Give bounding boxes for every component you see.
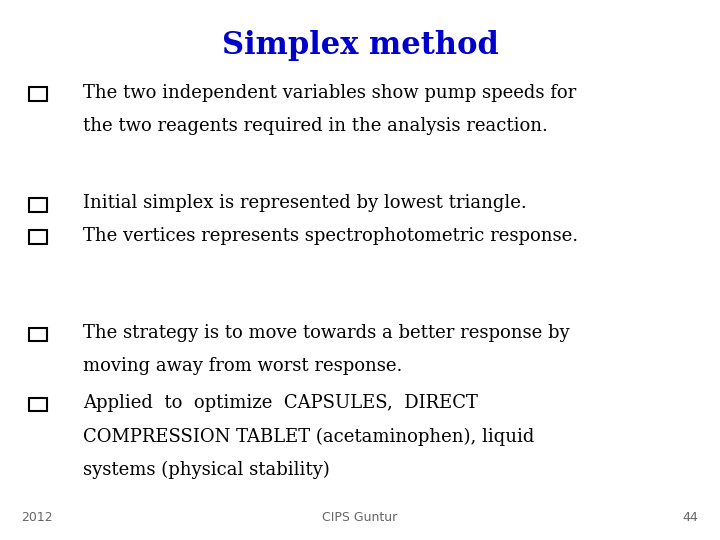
Text: Initial simplex is represented by lowest triangle.: Initial simplex is represented by lowest…: [83, 194, 526, 212]
Text: The two independent variables show pump speeds for: The two independent variables show pump …: [83, 84, 576, 102]
Text: Simplex method: Simplex method: [222, 30, 498, 60]
Text: CIPS Guntur: CIPS Guntur: [323, 511, 397, 524]
Text: systems (physical stability): systems (physical stability): [83, 461, 330, 480]
Text: 2012: 2012: [22, 511, 53, 524]
Text: COMPRESSION TABLET (acetaminophen), liquid: COMPRESSION TABLET (acetaminophen), liqu…: [83, 428, 534, 446]
Text: Applied  to  optimize  CAPSULES,  DIRECT: Applied to optimize CAPSULES, DIRECT: [83, 394, 477, 412]
Text: the two reagents required in the analysis reaction.: the two reagents required in the analysi…: [83, 117, 548, 135]
Bar: [29, 87, 48, 101]
Text: moving away from worst response.: moving away from worst response.: [83, 357, 402, 375]
Bar: [29, 397, 48, 411]
Text: The strategy is to move towards a better response by: The strategy is to move towards a better…: [83, 324, 570, 342]
Bar: [29, 231, 48, 244]
Text: 44: 44: [683, 511, 698, 524]
Text: The vertices represents spectrophotometric response.: The vertices represents spectrophotometr…: [83, 227, 578, 245]
Bar: [29, 327, 48, 341]
Bar: [29, 198, 48, 212]
